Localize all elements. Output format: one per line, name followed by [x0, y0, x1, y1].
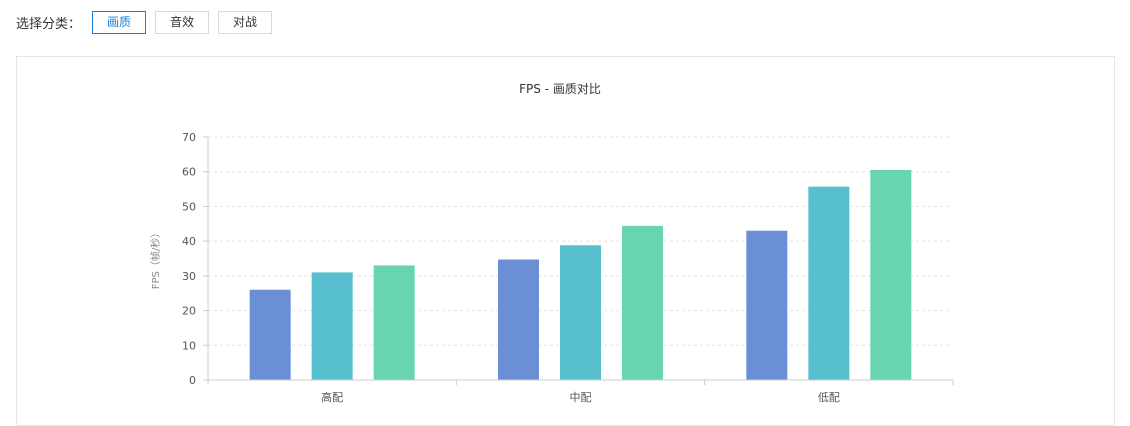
- chart-title: FPS - 画质对比: [519, 82, 601, 96]
- y-tick-label: 0: [189, 374, 196, 387]
- bar-3-2[interactable]: [808, 186, 850, 380]
- chart-panel: FPS - 画质对比 FPS（帧/秒） 0 10 20 30 40 50 60 70 高配 中配…: [16, 56, 1115, 426]
- y-tick-label: 20: [182, 305, 196, 318]
- y-axis-ticks: 0 10 20 30 40 50 60 70: [182, 131, 208, 387]
- y-tick-label: 30: [182, 270, 196, 283]
- category-filter-label: 选择分类：: [16, 17, 82, 32]
- y-tick-label: 10: [182, 339, 196, 352]
- category-filter-bar: 选择分类： 画质 音效 对战: [16, 11, 281, 34]
- filter-button-battle[interactable]: 对战: [218, 11, 273, 34]
- y-tick-label: 40: [182, 235, 196, 248]
- bar-3-1[interactable]: [746, 230, 788, 380]
- y-tick-label: 60: [182, 166, 196, 179]
- x-tick-label: 低配: [818, 391, 840, 404]
- bar-2-3[interactable]: [622, 225, 663, 380]
- x-tick-label: 中配: [570, 391, 592, 404]
- filter-button-audio[interactable]: 音效: [155, 11, 210, 34]
- x-axis-ticks: 高配 中配 低配: [207, 380, 954, 404]
- y-axis-title: FPS（帧/秒）: [149, 228, 162, 290]
- bar-1-1[interactable]: [249, 289, 291, 380]
- fps-bar-chart: FPS - 画质对比 FPS（帧/秒） 0 10 20 30 40 50 60 70 高配 中配…: [149, 82, 954, 404]
- bar-1-2[interactable]: [311, 272, 353, 380]
- bar-1-3[interactable]: [373, 265, 415, 380]
- y-tick-label: 70: [182, 131, 196, 144]
- bar-3-3[interactable]: [870, 169, 912, 380]
- filter-button-quality[interactable]: 画质: [92, 11, 147, 34]
- axes: [207, 137, 953, 381]
- x-tick-label: 高配: [321, 390, 343, 404]
- y-tick-label: 50: [182, 200, 196, 213]
- bars: [249, 169, 912, 380]
- bar-2-2[interactable]: [560, 245, 601, 380]
- bar-2-1[interactable]: [498, 259, 539, 380]
